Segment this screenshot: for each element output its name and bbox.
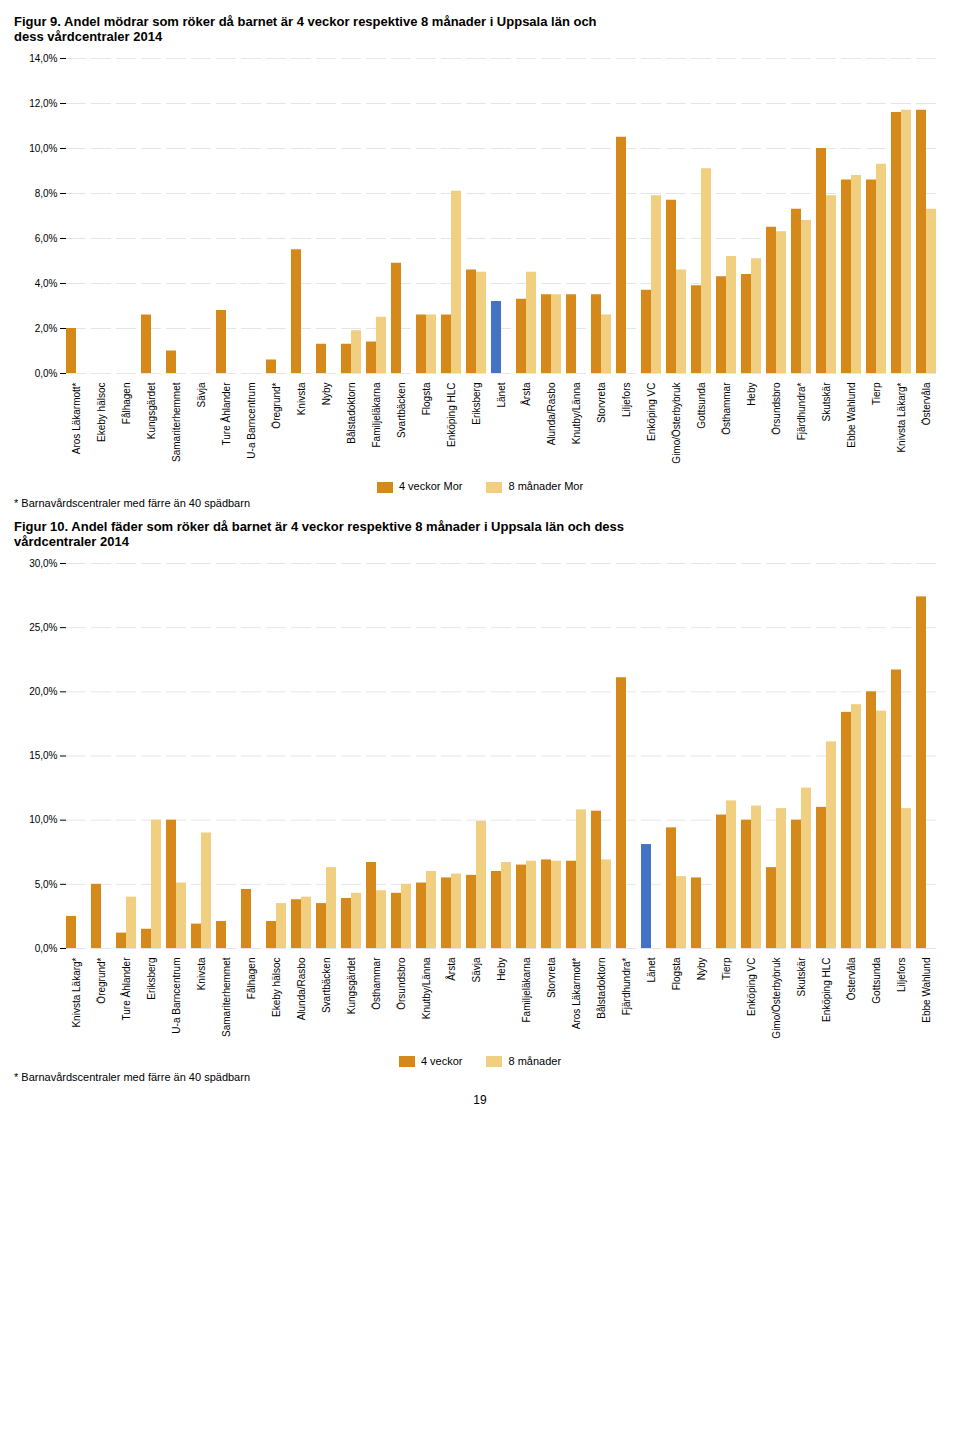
svg-text:Familjeläkarna: Familjeläkarna	[521, 957, 532, 1022]
svg-text:Östhammar: Östhammar	[721, 382, 732, 435]
svg-text:Östervåla: Östervåla	[921, 382, 932, 425]
svg-text:Länet: Länet	[646, 957, 657, 982]
svg-text:Knivsta Läkarg*: Knivsta Läkarg*	[896, 382, 907, 452]
html-text:* Barnavårdscentraler med färr: * Barnavårdscentraler med färre än 40 sp…	[14, 1071, 250, 1084]
html-text:Figur 10. Andel fäder som röke: Figur 10. Andel fäder som röker då barne…	[14, 518, 624, 549]
svg-text:Heby: Heby	[496, 957, 507, 980]
svg-text:Knivsta: Knivsta	[296, 382, 307, 415]
svg-text:Liljefors: Liljefors	[896, 957, 907, 991]
svg-text:U-a Barncentrum: U-a Barncentrum	[246, 383, 257, 459]
svg-text:Enköping VC: Enköping VC	[746, 957, 757, 1015]
html-text:4 veckor Mor: 4 veckor Mor	[398, 480, 463, 492]
svg-text:Örsundsbro: Örsundsbro	[396, 957, 407, 1010]
svg-text:20,0%: 20,0%	[29, 686, 57, 697]
svg-text:Svartbäcken: Svartbäcken	[321, 957, 332, 1013]
svg-text:Ture Åhlander: Ture Åhlander	[120, 956, 132, 1020]
svg-text:Östhammar: Östhammar	[371, 956, 382, 1009]
svg-text:Samariterhemmet: Samariterhemmet	[221, 957, 232, 1037]
svg-text:Kungsgärdet: Kungsgärdet	[146, 382, 157, 439]
svg-text:Gimo/Österbybruk: Gimo/Österbybruk	[671, 382, 682, 464]
html-text:8 månader Mor: 8 månader Mor	[508, 480, 584, 492]
svg-text:Sävja: Sävja	[196, 382, 207, 407]
svg-text:10,0%: 10,0%	[29, 143, 57, 154]
svg-text:Knivsta: Knivsta	[196, 957, 207, 990]
html-text:Figur 9. Andel mödrar som röke: Figur 9. Andel mödrar som röker då barne…	[14, 14, 597, 44]
svg-text:Nyby: Nyby	[321, 383, 332, 406]
svg-text:Tierp: Tierp	[721, 957, 732, 980]
svg-text:10,0%: 10,0%	[29, 814, 57, 825]
html-text:19: 19	[473, 1093, 487, 1108]
svg-text:Knutby/Länna: Knutby/Länna	[421, 957, 432, 1019]
svg-text:Gimo/Österbybruk: Gimo/Österbybruk	[771, 956, 782, 1038]
svg-text:Alunda/Rasbo: Alunda/Rasbo	[296, 957, 307, 1020]
svg-text:Ekeby hälsoc: Ekeby hälsoc	[271, 957, 282, 1016]
svg-text:4,0%: 4,0%	[35, 278, 58, 289]
svg-text:Svartbäcken: Svartbäcken	[396, 383, 407, 439]
svg-text:Ekeby hälsoc: Ekeby hälsoc	[96, 383, 107, 442]
svg-text:Skutskär: Skutskär	[821, 382, 832, 422]
svg-text:Aros Läkarmott*: Aros Läkarmott*	[571, 957, 582, 1029]
svg-text:Enköping HLC: Enköping HLC	[821, 957, 832, 1021]
svg-text:Bålstadoktorn: Bålstadoktorn	[346, 383, 357, 444]
svg-text:Ebbe Wahlund: Ebbe Wahlund	[921, 957, 932, 1022]
svg-text:Knutby/Länna: Knutby/Länna	[571, 382, 582, 444]
svg-text:Länet: Länet	[496, 382, 507, 407]
svg-text:Alunda/Rasbo: Alunda/Rasbo	[546, 382, 557, 445]
svg-text:Enköping HLC: Enköping HLC	[446, 383, 457, 447]
svg-text:Fålhagen: Fålhagen	[246, 957, 257, 999]
svg-text:Kungsgärdet: Kungsgärdet	[346, 957, 357, 1014]
svg-text:Samariterhemmet: Samariterhemmet	[171, 382, 182, 462]
svg-text:Liljefors: Liljefors	[621, 383, 632, 417]
svg-text:Skutskär: Skutskär	[796, 956, 807, 996]
svg-text:Ture Åhlander: Ture Åhlander	[220, 382, 232, 446]
svg-text:Enköping VC: Enköping VC	[646, 383, 657, 441]
html-text:4 veckor: 4 veckor	[420, 1054, 463, 1067]
svg-text:15,0%: 15,0%	[29, 750, 57, 761]
svg-text:Årsta: Årsta	[520, 382, 532, 406]
svg-text:Nyby: Nyby	[696, 957, 707, 980]
svg-text:Östervåla: Östervåla	[846, 957, 857, 1000]
svg-text:12,0%: 12,0%	[29, 98, 57, 109]
svg-text:0,0%: 0,0%	[35, 942, 58, 953]
svg-text:0,0%: 0,0%	[35, 368, 58, 379]
svg-text:Årsta: Årsta	[445, 957, 457, 981]
svg-text:Storvreta: Storvreta	[596, 382, 607, 423]
svg-text:Fålhagen: Fålhagen	[121, 383, 132, 425]
svg-text:Fjärdhundra*: Fjärdhundra*	[621, 957, 632, 1015]
html-text:* Barnavårdscentraler med färr: * Barnavårdscentraler med färre än 40 sp…	[14, 496, 250, 509]
svg-text:Flogsta: Flogsta	[421, 382, 432, 415]
svg-text:Ebbe Wahlund: Ebbe Wahlund	[846, 383, 857, 448]
svg-text:6,0%: 6,0%	[35, 233, 58, 244]
svg-text:Fjärdhundra*: Fjärdhundra*	[796, 382, 807, 440]
svg-text:5,0%: 5,0%	[35, 878, 58, 889]
svg-text:Öregrund*: Öregrund*	[96, 957, 107, 1003]
svg-text:Örsundsbro: Örsundsbro	[771, 382, 782, 435]
html-text:8 månader: 8 månader	[508, 1054, 562, 1067]
svg-text:Familjeläkarna: Familjeläkarna	[371, 382, 382, 447]
svg-text:Flogsta: Flogsta	[671, 957, 682, 990]
svg-text:30,0%: 30,0%	[29, 557, 57, 568]
svg-text:Heby: Heby	[746, 383, 757, 406]
svg-text:Sävja: Sävja	[471, 957, 482, 982]
svg-text:U-a Barncentrum: U-a Barncentrum	[171, 957, 182, 1033]
svg-text:2,0%: 2,0%	[35, 323, 58, 334]
svg-text:Eriksberg: Eriksberg	[471, 383, 482, 425]
svg-text:Eriksberg: Eriksberg	[146, 957, 157, 999]
svg-text:25,0%: 25,0%	[29, 621, 57, 632]
svg-text:Knivsta Läkarg*: Knivsta Läkarg*	[71, 957, 82, 1027]
svg-text:Storvreta: Storvreta	[546, 957, 557, 998]
svg-text:Bålstadoktorn: Bålstadoktorn	[596, 957, 607, 1018]
svg-text:Gottsunda: Gottsunda	[696, 382, 707, 429]
svg-text:Aros Läkarmott*: Aros Läkarmott*	[71, 382, 82, 454]
svg-text:Gottsunda: Gottsunda	[871, 957, 882, 1004]
svg-text:Tierp: Tierp	[871, 382, 882, 405]
svg-text:14,0%: 14,0%	[29, 53, 57, 64]
svg-text:8,0%: 8,0%	[35, 188, 58, 199]
svg-text:Öregrund*: Öregrund*	[271, 382, 282, 428]
